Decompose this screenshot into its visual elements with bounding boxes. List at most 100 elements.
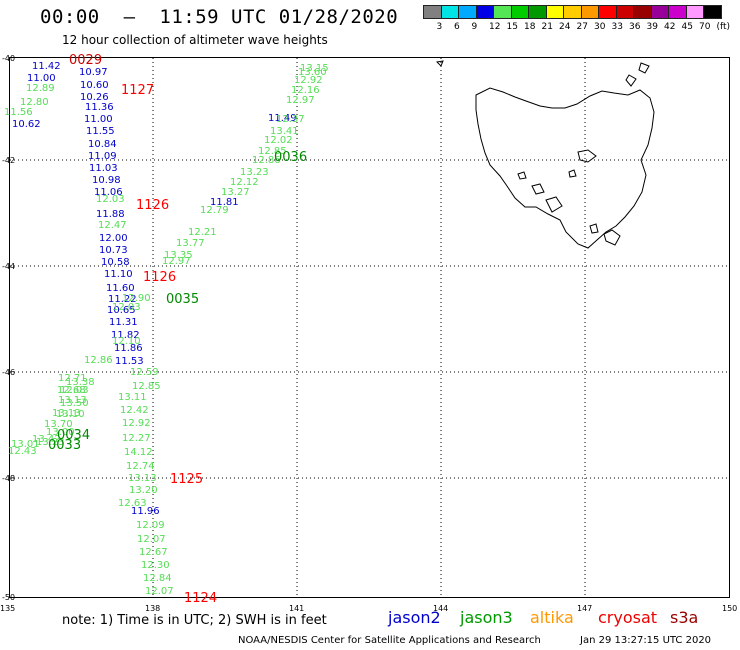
jason3-swh-value: 12.03	[96, 194, 125, 205]
chart-subtitle: 12 hour collection of altimeter wave hei…	[62, 33, 328, 47]
jason2-swh-value: 10.73	[99, 245, 128, 256]
lat-label: -50	[2, 593, 16, 602]
jason2-swh-value: 10.26	[80, 92, 109, 103]
colorbar-label: 39	[646, 22, 658, 32]
lon-label: 150	[722, 604, 738, 613]
map-frame	[9, 57, 730, 598]
colorbar-label: 33	[611, 22, 623, 32]
jason3-swh-value: 12.10	[112, 336, 141, 347]
colorbar-label: 6	[454, 22, 460, 32]
legend-item-jason3: jason3	[460, 608, 513, 627]
pass-time-label: 0035	[166, 292, 199, 307]
jason2-swh-value: 11.00	[27, 73, 56, 84]
jason2-swh-value: 11.88	[96, 209, 125, 220]
jason2-swh-value: 12.00	[99, 233, 128, 244]
jason3-swh-value: 13.38	[66, 377, 95, 388]
jason3-swh-value: 12.85	[258, 146, 287, 157]
jason3-swh-value: 13.23	[240, 167, 269, 178]
jason3-swh-value: 12.37	[276, 114, 305, 125]
jason3-swh-value: 13.13	[52, 408, 81, 419]
pass-time-label: 1126	[136, 198, 169, 213]
jason2-swh-value: 10.98	[92, 175, 121, 186]
jason3-swh-value: 13.23	[36, 437, 65, 448]
jason2-swh-value: 11.82	[111, 330, 140, 341]
colorbar-label: 18	[524, 22, 536, 32]
timestamp: Jan 29 13:27:15 UTC 2020	[580, 635, 712, 646]
jason3-swh-value: 12.07	[145, 586, 174, 597]
pass-time-label: 0029	[69, 53, 102, 68]
jason3-swh-value: 12.09	[136, 520, 165, 531]
jason3-swh-value: 12.86	[84, 355, 113, 366]
jason3-swh-value: 13.42	[32, 434, 61, 445]
jason3-swh-value: 12.02	[264, 135, 293, 146]
jason2-swh-value: 10.84	[88, 139, 117, 150]
altimeter-tracks: 11.4211.0010.6210.9710.6010.2611.3611.00…	[4, 53, 329, 606]
jason3-swh-value: 12.07	[137, 534, 166, 545]
colorbar-swatch	[703, 5, 722, 19]
jason3-swh-value: 13.11	[118, 392, 147, 403]
colorbar-label: 21	[541, 22, 553, 32]
jason2-swh-value: 10.62	[12, 119, 41, 130]
colorbar-label: 3	[436, 22, 443, 32]
lon-label: 141	[289, 604, 305, 613]
lat-label: -40	[2, 54, 16, 63]
legend-item-s3a: s3a	[670, 608, 699, 627]
jason2-swh-value: 11.55	[86, 126, 115, 137]
jason3-swh-value: 12.03	[60, 385, 89, 396]
colorbar-label: 30	[594, 22, 606, 32]
jason2-swh-value: 11.36	[85, 102, 114, 113]
jason3-swh-value: 13.01	[11, 439, 40, 450]
jason2-swh-value: 10.60	[80, 80, 109, 91]
lat-label: -44	[2, 262, 16, 271]
legend-item-cryosat: cryosat	[598, 608, 658, 627]
jason3-swh-value: 13.15	[300, 63, 329, 74]
jason2-swh-value: 10.65	[107, 305, 136, 316]
jason3-swh-value: 12.80	[20, 97, 49, 108]
chart-title: 00:00 – 11:59 UTC 01/28/2020	[40, 6, 399, 28]
lat-label: -42	[2, 156, 16, 165]
jason3-swh-value: 13.10	[56, 409, 85, 420]
jason2-swh-value: 11.49	[268, 113, 297, 124]
jason3-swh-value: 14.12	[124, 447, 153, 458]
jason3-swh-value: 13.27	[221, 187, 250, 198]
jason3-swh-value: 12.68	[57, 385, 86, 396]
pass-time-label: 1127	[121, 83, 154, 98]
jason3-swh-value: 12.03	[112, 302, 141, 313]
jason3-swh-value: 12.59	[130, 367, 159, 378]
jason2-swh-value: 11.86	[114, 343, 143, 354]
colorbar-label: 27	[576, 22, 588, 32]
jason2-swh-value: 11.22	[108, 294, 137, 305]
jason3-swh-value: 13.13	[128, 473, 157, 484]
jason3-swh-value: 12.92	[122, 418, 151, 429]
jason3-swh-value: 12.42	[120, 405, 149, 416]
jason2-swh-value: 11.53	[115, 356, 144, 367]
jason2-swh-value: 11.09	[88, 151, 117, 162]
jason3-swh-value: 12.97	[286, 95, 315, 106]
jason2-swh-value: 10.58	[101, 257, 130, 268]
jason2-swh-value: 11.81	[210, 197, 239, 208]
jason3-swh-value: 12.27	[122, 433, 151, 444]
pass-time-label: 1124	[184, 591, 217, 606]
jason3-swh-value: 12.90	[122, 293, 151, 304]
jason3-swh-value: 13.41	[270, 126, 299, 137]
jason3-swh-value: 12.97	[162, 256, 191, 267]
jason3-swh-value: 12.63	[118, 498, 147, 509]
jason3-swh-value: 13.77	[176, 238, 205, 249]
jason3-swh-value: 12.47	[98, 220, 127, 231]
jason3-swh-value: 12.79	[200, 205, 229, 216]
colorbar-label: 12	[489, 22, 501, 32]
jason3-swh-value: 12.85	[132, 381, 161, 392]
colorbar-label: 45	[681, 22, 693, 32]
colorbar-label: 70	[699, 22, 711, 32]
jason3-swh-value: 13.60	[298, 67, 327, 78]
lon-label: 135	[0, 604, 16, 613]
colorbar-label: 9	[471, 22, 478, 32]
jason2-swh-value: 11.00	[84, 114, 113, 125]
lon-grid	[152, 58, 586, 597]
pass-time-label: 0034	[57, 428, 90, 443]
jason2-swh-value: 11.06	[94, 187, 123, 198]
lat-label: -48	[2, 474, 16, 483]
jason3-swh-value: 13.70	[44, 419, 73, 430]
jason3-swh-value: 12.89	[26, 83, 55, 94]
